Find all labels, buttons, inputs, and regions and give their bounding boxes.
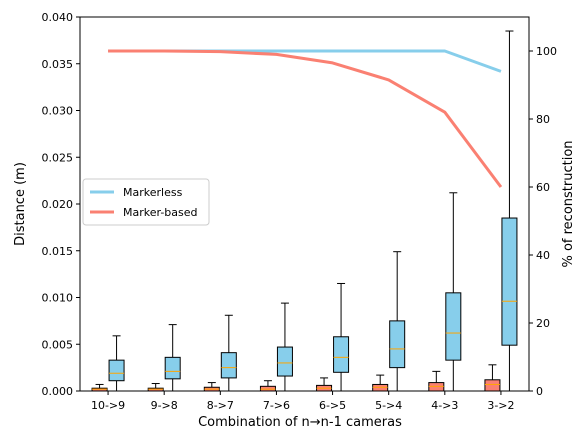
box-markerless: [389, 320, 406, 369]
box-markerless: [501, 217, 518, 346]
y-tick-label-right: 0: [536, 385, 543, 398]
boxes-layer: [91, 30, 518, 392]
line-marker-based: [108, 49, 503, 188]
x-tick-label: 7->6: [263, 399, 290, 412]
x-tick-label: 5->4: [375, 399, 402, 412]
y-tick-label-right: 100: [536, 45, 557, 58]
y-tick-label-left: 0.030: [42, 105, 74, 118]
x-tick-label: 8->7: [207, 399, 234, 412]
y-tick-label-right: 40: [536, 249, 550, 262]
line-markerless: [108, 49, 502, 73]
box-markerless: [164, 356, 181, 380]
x-tick-label: 6->5: [319, 399, 346, 412]
right-axis: 0 20 40 60 80 100: [529, 45, 557, 398]
box-markerless: [333, 336, 350, 373]
x-tick-label: 9->8: [151, 399, 178, 412]
box-markerless: [276, 346, 293, 377]
y-tick-label-right: 80: [536, 113, 550, 126]
y-tick-label-right: 60: [536, 181, 550, 194]
y-tick-label-left: 0.025: [42, 151, 74, 164]
legend: Markerless Marker-based: [82, 178, 210, 226]
y-tick-label-right: 20: [536, 317, 550, 330]
lines-layer: [108, 49, 503, 188]
x-tick-label: 10->9: [91, 399, 125, 412]
y-tick-label-left: 0.000: [42, 385, 74, 398]
y-tick-label-left: 0.010: [42, 292, 74, 305]
left-axis: 0.000 0.005 0.010 0.015 0.020 0.025 0.030 0.035…: [42, 11, 80, 398]
x-tick-label: 4->3: [431, 399, 458, 412]
box-markerless: [445, 292, 462, 361]
legend-label-markerless: Markerless: [123, 186, 183, 199]
box-markerless: [220, 352, 237, 379]
x-axis-label: Combination of n→n-1 cameras: [198, 415, 402, 430]
x-tick-label: 3->2: [487, 399, 514, 412]
x-axis: 10->9 9->8 8->7 7->6 6->5 5->4 4->3 3->2: [91, 391, 515, 412]
legend-frame: [82, 178, 210, 226]
y-tick-label-left: 0.015: [42, 245, 74, 258]
y-axis-label-left: Distance (m): [13, 162, 28, 246]
box-markerless: [108, 359, 125, 382]
y-axis-label-right: % of reconstruction: [561, 140, 575, 267]
y-tick-label-left: 0.020: [42, 198, 74, 211]
y-tick-label-left: 0.005: [42, 338, 74, 351]
y-tick-label-left: 0.040: [42, 11, 74, 24]
legend-label-marker-based: Marker-based: [123, 206, 198, 219]
y-tick-label-left: 0.035: [42, 58, 74, 71]
box-marker-based: [484, 379, 501, 392]
